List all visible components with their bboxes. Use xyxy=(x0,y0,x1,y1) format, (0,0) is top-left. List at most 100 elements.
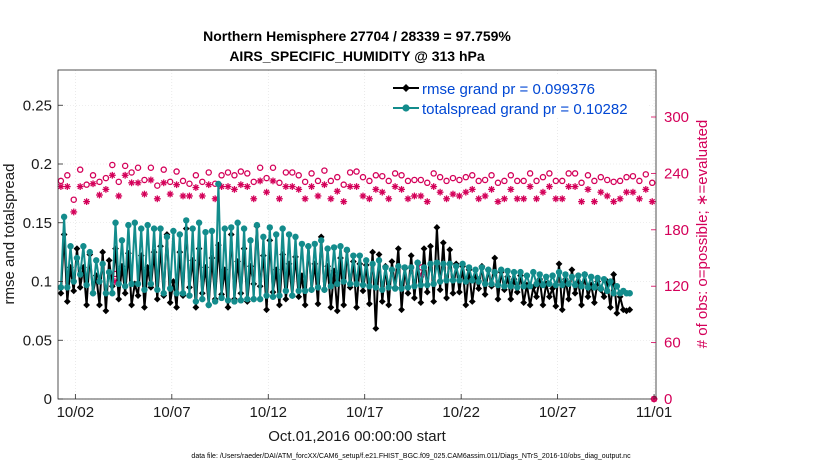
evaluated-obs-stroke xyxy=(405,195,411,202)
totalspread-point xyxy=(613,283,621,290)
evaluated-obs-marker xyxy=(198,192,206,200)
evaluated-obs-stroke xyxy=(282,183,289,190)
evaluated-obs-marker xyxy=(224,183,232,190)
rmse-point xyxy=(407,252,415,260)
totalspread-point xyxy=(420,264,428,271)
rmse-point xyxy=(433,224,441,231)
totalspread-point xyxy=(115,280,122,288)
evaluated-obs-stroke xyxy=(379,189,386,196)
totalspread-point xyxy=(154,286,161,293)
evaluated-obs-marker xyxy=(610,198,618,205)
evaluated-obs-marker xyxy=(160,179,168,187)
rmse-point xyxy=(446,246,454,254)
evaluated-obs-stroke xyxy=(360,193,366,199)
totalspread-point xyxy=(96,278,103,285)
totalspread-point xyxy=(67,243,74,250)
totalspread-point xyxy=(411,283,418,290)
possible-obs-marker xyxy=(591,177,598,185)
rmse-point xyxy=(76,283,84,291)
possible-obs-marker xyxy=(533,177,540,185)
rmse-point xyxy=(378,298,386,305)
rmse-point xyxy=(411,294,418,302)
evaluated-obs-stroke xyxy=(212,195,219,202)
possible-obs-marker xyxy=(610,178,617,186)
evaluated-obs-stroke xyxy=(154,195,161,202)
possible-obs-marker xyxy=(64,172,71,179)
possible-obs-marker xyxy=(121,162,129,170)
evaluated-obs-stroke xyxy=(64,183,71,190)
totalspread-point xyxy=(237,297,245,304)
y-axis-label: rmse and totalspread xyxy=(1,164,18,305)
evaluated-obs-stroke xyxy=(430,183,437,190)
rmse-point xyxy=(555,260,563,268)
totalspread-point xyxy=(597,285,605,292)
possible-obs-marker xyxy=(603,176,611,184)
evaluated-obs-stroke xyxy=(604,193,611,199)
possible-obs-marker xyxy=(237,168,245,175)
evaluated-obs-stroke xyxy=(276,195,283,202)
possible-obs-marker xyxy=(565,170,572,177)
evaluated-obs-marker xyxy=(269,177,277,185)
evaluated-obs-stroke xyxy=(321,181,328,188)
possible-obs-marker xyxy=(231,172,238,179)
totalspread-point xyxy=(379,286,386,293)
evaluated-obs-marker xyxy=(385,195,393,203)
y-right-tick-label: 180 xyxy=(664,222,689,239)
totalspread-point xyxy=(372,284,380,291)
possible-obs-marker xyxy=(443,177,450,185)
totalspread-point xyxy=(385,284,392,291)
totalspread-point xyxy=(475,278,482,285)
evaluated-obs-marker xyxy=(404,195,412,203)
evaluated-obs-marker xyxy=(134,179,142,187)
evaluated-obs-marker xyxy=(128,179,135,187)
totalspread-point xyxy=(459,260,466,268)
rmse-point xyxy=(147,283,155,291)
totalspread-point xyxy=(334,280,341,288)
rmse-point xyxy=(552,302,560,310)
rmse-point xyxy=(375,251,383,258)
evaluated-obs-stroke xyxy=(263,189,270,196)
totalspread-point xyxy=(247,237,254,244)
totalspread-point xyxy=(183,217,190,224)
possible-obs-marker xyxy=(224,169,232,176)
rmse-point xyxy=(526,301,534,309)
x-axis: 10/02 10/07 10/12 10/17 10/22 10/27 11/01 xyxy=(57,394,672,421)
evaluated-obs-marker xyxy=(147,176,155,184)
y-right-tick-label: 60 xyxy=(664,335,681,352)
totalspread-point xyxy=(427,260,434,268)
totalspread-point xyxy=(269,293,277,300)
evaluated-obs-stroke xyxy=(533,195,540,202)
totalspread-point xyxy=(305,243,312,250)
totalspread-point xyxy=(526,283,534,290)
evaluated-obs-stroke xyxy=(469,186,476,193)
rmse-point xyxy=(607,303,614,311)
possible-obs-marker xyxy=(494,179,502,187)
totalspread-point xyxy=(539,281,547,289)
totalspread-point xyxy=(166,285,174,292)
totalspread-point xyxy=(523,272,531,279)
totalspread-point xyxy=(60,213,68,221)
totalspread-point xyxy=(424,281,431,289)
evaluated-obs-stroke xyxy=(96,192,103,198)
rmse-point xyxy=(353,303,360,311)
rmse-point xyxy=(568,266,576,274)
y-right-tick-label: 240 xyxy=(664,165,689,182)
possible-obs-marker xyxy=(289,169,296,176)
totalspread-point xyxy=(472,266,479,273)
totalspread-point xyxy=(346,280,354,288)
possible-obs-marker xyxy=(141,176,148,184)
possible-obs-marker xyxy=(346,169,354,176)
x-axis-label: Oct.01,2016 00:00:00 start xyxy=(268,428,446,445)
possible-obs-marker xyxy=(83,181,90,188)
totalspread-point xyxy=(321,286,328,293)
evaluated-obs-stroke xyxy=(205,181,212,188)
possible-obs-marker xyxy=(642,171,650,178)
totalspread-point xyxy=(195,219,203,226)
evaluated-obs-marker xyxy=(623,188,630,196)
totalspread-point xyxy=(549,272,556,279)
evaluated-obs-marker xyxy=(423,198,431,205)
possible-obs-marker xyxy=(475,177,482,185)
totalspread-point xyxy=(57,284,65,291)
evaluated-obs-marker xyxy=(565,183,573,190)
totalspread-point xyxy=(292,233,299,241)
